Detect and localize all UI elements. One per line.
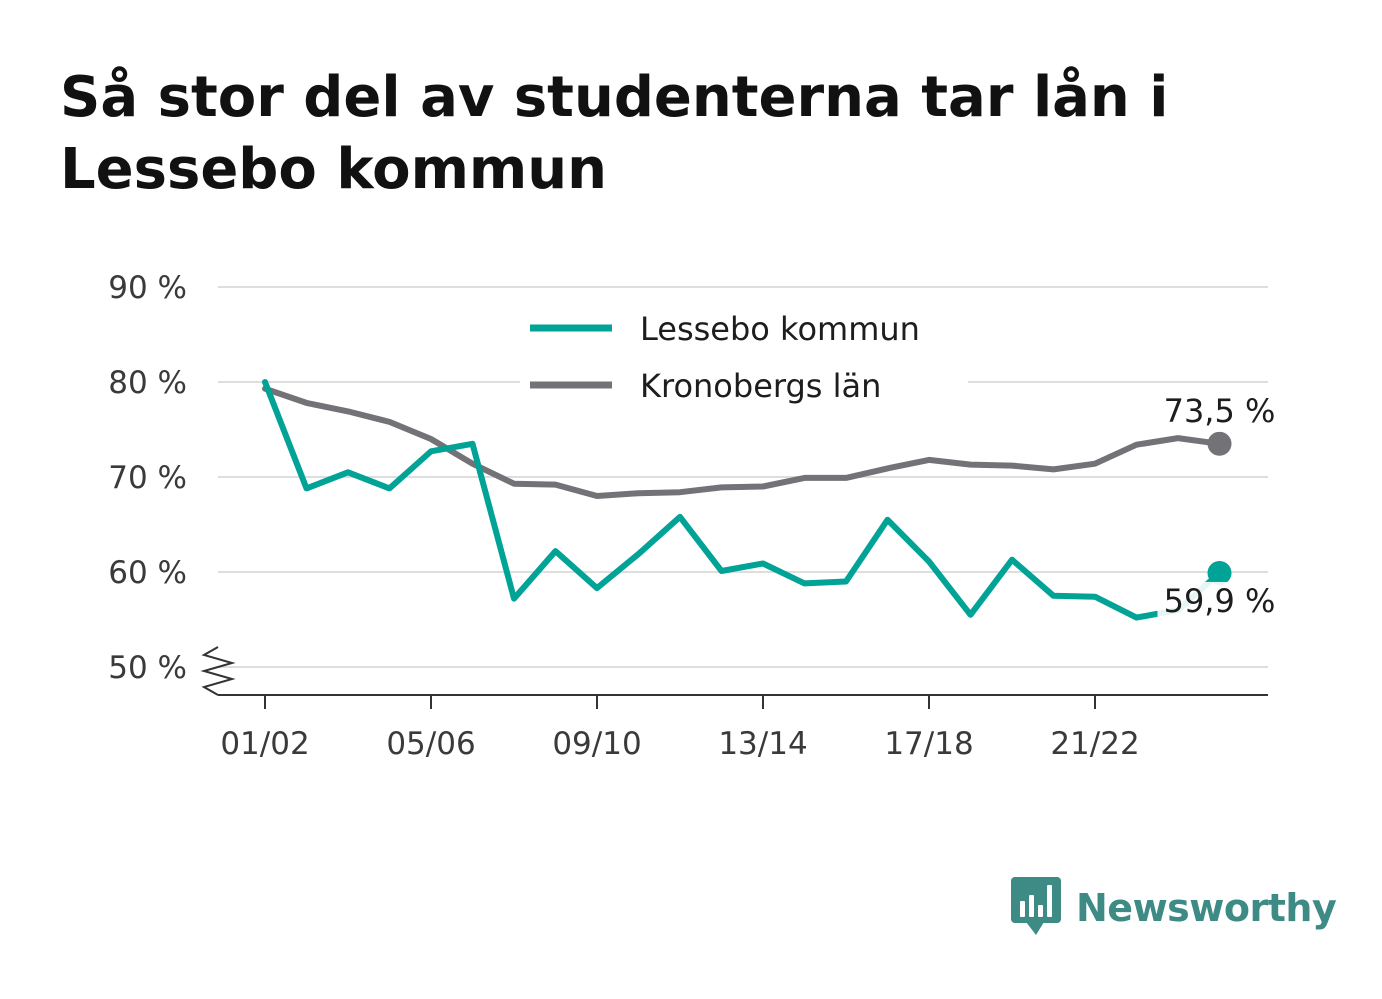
series-line-kronoberg [262, 385, 1223, 499]
newsworthy-chart-bubble-icon [1010, 875, 1062, 941]
x-tick-label: 05/06 [386, 726, 475, 762]
x-tick-label: 13/14 [718, 726, 807, 762]
y-tick-label: 50 % [108, 650, 187, 686]
legend-label-kronoberg: Kronobergs län [640, 367, 881, 405]
y-tick-label: 80 % [108, 365, 187, 401]
y-tick-label: 70 % [108, 460, 187, 496]
y-tick-label: 60 % [108, 555, 187, 591]
x-tick-label: 17/18 [884, 726, 973, 762]
brand-name: Newsworthy [1076, 886, 1337, 930]
series-lines [262, 379, 1223, 621]
chart-title: Så stor del av studenterna tar lån i Les… [60, 65, 1169, 202]
series-line-lessebo [262, 379, 1223, 621]
x-tick-label: 09/10 [552, 726, 641, 762]
end-marker-kronoberg [1207, 431, 1232, 456]
end-label-lessebo: 59,9 % [1164, 582, 1276, 620]
end-label-bg-kronoberg [1157, 391, 1282, 432]
axis-break-zigzag [200, 646, 236, 696]
end-point-markers: 59,9 % 73,5 % [1157, 391, 1282, 622]
y-axis-tick-labels: 50 % 60 % 70 % 80 % 90 % [108, 270, 187, 686]
x-tick-label: 21/22 [1050, 726, 1139, 762]
end-label-kronoberg: 73,5 % [1164, 392, 1276, 430]
grid-lines [218, 286, 1268, 668]
newsworthy-brand: Newsworthy [1010, 875, 1337, 941]
x-axis-ticks: 01/02 05/06 09/10 13/14 17/18 21/22 [220, 695, 1140, 762]
x-axis [200, 646, 1268, 696]
end-label-bg-lessebo [1157, 581, 1282, 622]
end-marker-lessebo [1207, 560, 1232, 585]
legend-label-lessebo: Lessebo kommun [640, 310, 920, 348]
x-tick-label: 01/02 [220, 726, 309, 762]
y-tick-label: 90 % [108, 270, 187, 306]
legend: Lessebo kommun Kronobergs län [520, 308, 968, 424]
